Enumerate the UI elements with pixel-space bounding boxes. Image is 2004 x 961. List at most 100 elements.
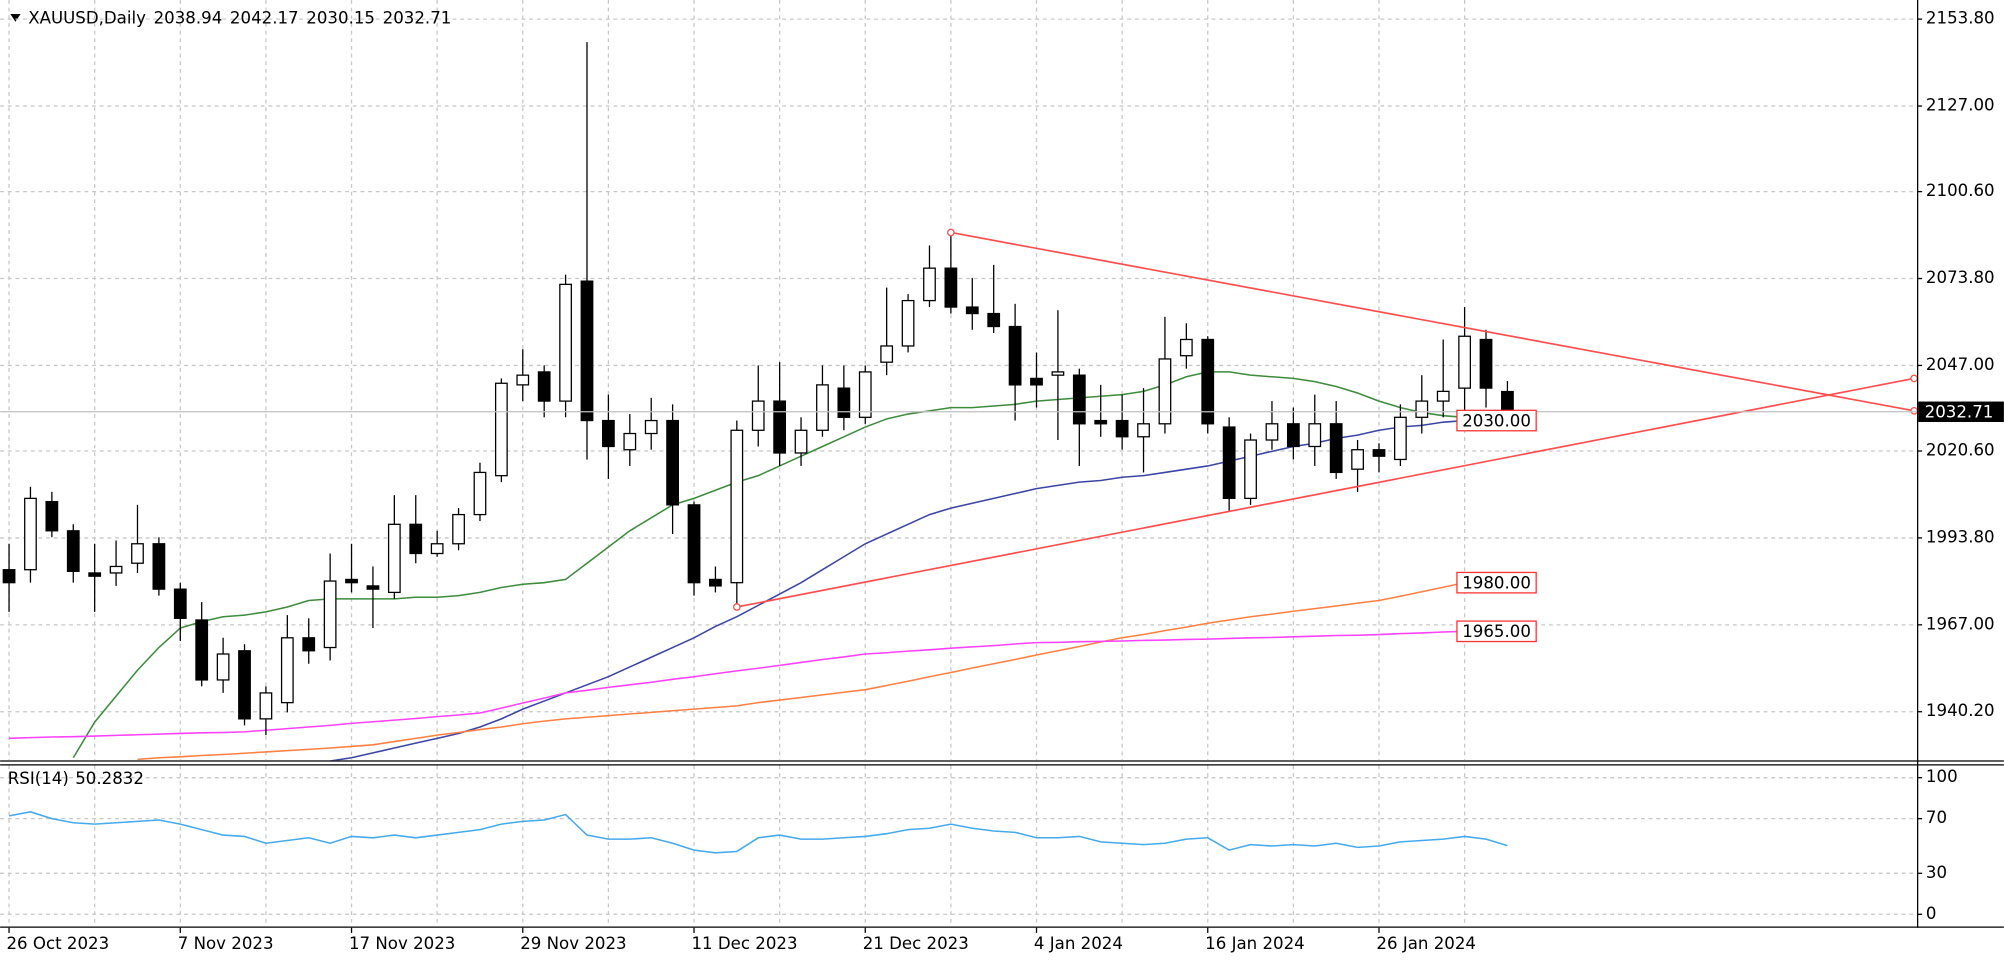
price-label-box [1456,409,1537,432]
indicator-value: 50.2832 [75,769,144,788]
candle-body [516,374,530,386]
x-tick-label: 29 Nov 2023 [520,934,626,953]
indicator-title: RSI(14) [8,769,69,788]
candle-body [1351,449,1364,470]
candle-body [965,306,979,315]
y-tick-label: 2100.60 [1926,181,1995,200]
candle-body [494,382,508,477]
candle-body [195,619,209,681]
candle-body [1222,426,1236,500]
candle-body [1008,325,1022,386]
candle-body [66,530,80,572]
candle-body [1265,423,1279,441]
candle-body [1436,390,1450,402]
candle-body [1394,416,1407,461]
moving-average [330,419,1465,761]
trendline-anchor [947,228,955,237]
candle-body [131,543,144,564]
candle-body [923,267,936,302]
x-tick-label: 7 Nov 2023 [178,934,274,953]
x-tick-label: 17 Nov 2023 [349,934,455,953]
candle-body [623,432,637,451]
y-tick-label: 2127.00 [1926,96,1995,115]
candle-body [602,419,615,448]
y-tick-label: 2073.80 [1926,268,1995,287]
price-label: 1965.00 [1462,622,1531,641]
candle-body [1137,423,1150,438]
header-value: 2042.17 [230,9,299,28]
candle-body [88,572,102,577]
candle-body [409,523,423,555]
candle-body [1201,338,1215,425]
current-price-tag [1918,401,2004,422]
candle-body [666,419,680,506]
header-value: 2038.94 [154,9,223,28]
candle-body [387,523,401,594]
x-tick-label: 11 Dec 2023 [691,934,797,953]
y-tick-label: 30 [1926,863,1947,882]
candle-body [152,543,166,590]
candle-body [173,588,187,619]
y-tick-label: 70 [1926,808,1947,827]
candle-body [1115,419,1129,438]
candle-body [751,400,765,431]
candle-body [537,371,551,402]
x-tick-label: 4 Jan 2024 [1034,934,1123,953]
candle-body [24,497,37,571]
trendline-anchor [732,603,741,611]
candle-body [366,585,380,590]
candle-body [644,419,658,435]
candle-body [280,637,294,704]
candle-body [1179,338,1193,357]
candle-body [1094,419,1108,425]
candle-body [1030,377,1043,386]
candle-body [1415,400,1429,418]
candle-body [1051,371,1065,376]
y-tick-label: 2020.60 [1926,441,1995,460]
trendline-anchor [1910,406,1917,415]
price-label-box [1456,620,1537,643]
x-tick-label: 26 Oct 2023 [6,934,109,953]
moving-average [137,581,1465,761]
candle-body [580,280,594,422]
trendline [950,231,1915,412]
candle-body [1072,374,1086,425]
moving-average [9,630,1465,740]
candle-body [323,580,337,649]
y-tick-label: 0 [1926,904,1937,923]
candle-body [452,513,465,545]
candle-body [858,371,872,418]
price-label: 2030.00 [1462,411,1531,430]
candle-body [430,543,444,555]
candle-body [1329,423,1343,474]
x-tick-label: 16 Jan 2024 [1205,934,1305,953]
candle-body [1308,423,1322,448]
y-tick-label: 2047.00 [1926,355,1995,374]
candle-body [559,283,572,402]
y-tick-label: 1967.00 [1926,614,1995,633]
candle-body [987,312,1001,328]
rsi-line [8,811,1508,854]
candle-body [794,429,808,454]
price-label-box [1456,571,1537,594]
candle-body [816,384,829,431]
candle-body [45,500,59,532]
x-tick-label: 26 Jan 2024 [1376,934,1476,953]
menu-arrow[interactable] [10,14,21,22]
candle-body [1479,338,1493,389]
candle-body [345,578,358,584]
candle-body [238,650,251,720]
candle-body [1501,390,1514,413]
candle-body [773,400,787,454]
candle-body [216,653,230,681]
candle-body [1286,423,1300,448]
header-value: 2032.71 [383,9,452,28]
trendline [736,377,1915,608]
candle-body [1244,439,1257,500]
y-tick-label: 1940.20 [1926,701,1995,720]
trendline-anchor [1910,374,1917,383]
candle-body [473,471,487,516]
candle-body [1372,449,1386,457]
candle-body [259,692,273,720]
